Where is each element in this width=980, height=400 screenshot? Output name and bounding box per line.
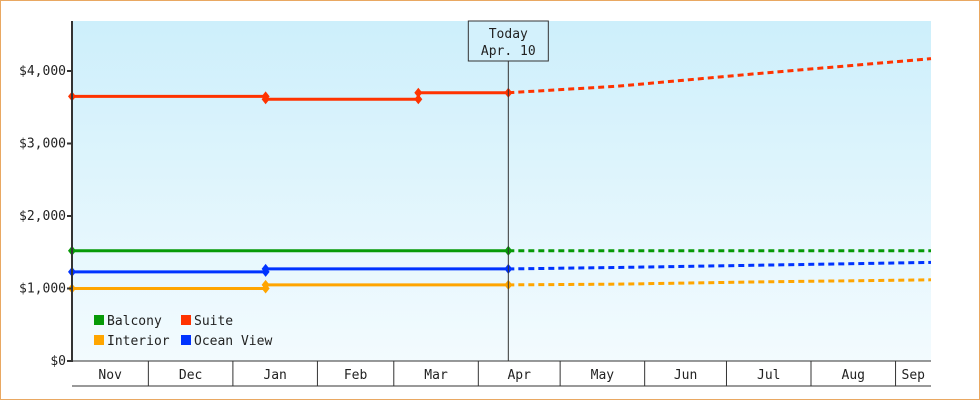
data-point — [261, 94, 270, 105]
y-tick-label: $1,000 — [19, 282, 66, 297]
x-tick-label: Mar — [424, 368, 448, 383]
y-tick-label: $3,000 — [19, 137, 66, 152]
legend-label: Ocean View — [194, 334, 272, 349]
data-point — [414, 87, 423, 98]
x-tick-label: Jun — [674, 368, 697, 383]
data-point — [414, 94, 423, 105]
legend-swatch — [94, 335, 104, 345]
series-projection-ocean-view — [508, 260, 932, 271]
data-point — [261, 279, 270, 290]
legend-swatch — [181, 335, 191, 345]
y-tick-label: $4,000 — [19, 64, 66, 79]
x-tick-label: Dec — [179, 368, 202, 383]
legend-label: Interior — [107, 334, 170, 349]
today-date-label: Apr. 10 — [481, 44, 536, 59]
today-label: Today — [489, 27, 528, 42]
legend-swatch — [181, 315, 191, 325]
x-tick-label: Feb — [344, 368, 368, 383]
legend-swatch — [94, 315, 104, 325]
series-projection-interior — [508, 278, 932, 287]
x-tick-label: Jan — [263, 368, 286, 383]
plot-area — [72, 21, 931, 361]
legend-label: Balcony — [107, 314, 162, 329]
x-tick-label: Aug — [842, 368, 865, 383]
x-tick-label: Apr — [507, 368, 531, 383]
legend-label: Suite — [194, 314, 233, 329]
series-line-suite — [72, 91, 509, 101]
series-projection-suite — [508, 57, 932, 95]
y-tick-label: $2,000 — [19, 209, 66, 224]
x-tick-label: Nov — [98, 368, 122, 383]
x-tick-label: May — [591, 368, 615, 383]
x-tick-label: Sep — [902, 368, 926, 383]
x-tick-label: Jul — [757, 368, 780, 383]
y-tick-label: $0 — [50, 354, 66, 369]
today-box — [467, 20, 549, 62]
data-point — [261, 263, 270, 274]
